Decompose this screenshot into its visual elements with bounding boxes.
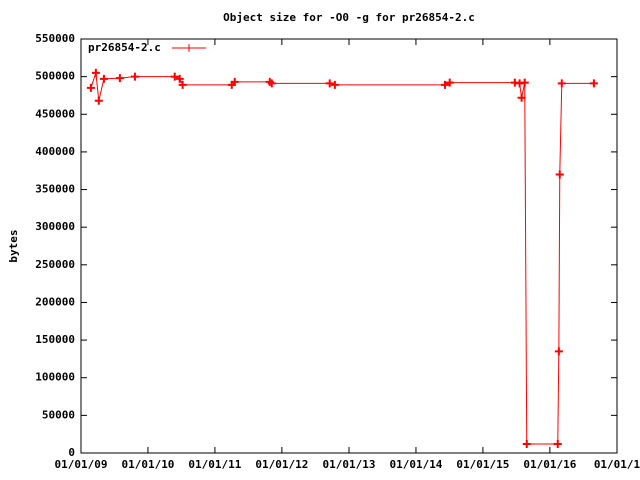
y-axis-label: bytes (7, 229, 20, 262)
point (554, 347, 563, 356)
legend-label: pr26854-2.c (88, 41, 161, 54)
y-tick-label: 500000 (35, 70, 75, 83)
y-tick-label: 0 (68, 446, 75, 459)
x-tick-label: 01/01/15 (456, 458, 509, 471)
point (267, 79, 276, 88)
y-tick-label: 300000 (35, 220, 75, 233)
x-tick-label: 01/01/14 (389, 458, 442, 471)
point (91, 68, 100, 77)
plot-border (80, 38, 618, 454)
point (99, 74, 108, 83)
point (230, 77, 239, 86)
point (115, 74, 124, 83)
point (94, 96, 103, 105)
point (520, 78, 529, 87)
y-tick-label: 200000 (35, 295, 75, 308)
point (517, 93, 526, 102)
series-line (90, 72, 594, 445)
point (330, 80, 339, 89)
point (553, 439, 562, 448)
x-tick-label: 01/01/09 (55, 458, 108, 471)
point (440, 80, 449, 89)
y-tick-label: 250000 (35, 258, 75, 271)
x-tick-label: 01/01/16 (523, 458, 576, 471)
point (555, 170, 564, 179)
y-tick-label: 400000 (35, 145, 75, 158)
point (557, 79, 566, 88)
point (175, 74, 184, 83)
point (178, 80, 187, 89)
y-tick-label: 550000 (35, 32, 75, 45)
x-tick-label: 01/01/13 (323, 458, 376, 471)
x-tick-label: 01/01/11 (188, 458, 241, 471)
y-tick-label: 350000 (35, 183, 75, 196)
point (445, 78, 454, 87)
point (325, 79, 334, 88)
point (86, 83, 95, 92)
point (170, 72, 179, 81)
point (522, 439, 531, 448)
point (589, 79, 598, 88)
point (130, 72, 139, 81)
x-tick-label: 01/01/12 (255, 458, 308, 471)
legend-marker (185, 44, 193, 52)
chart-title: Object size for -O0 -g for pr26854-2.c (223, 11, 475, 24)
y-tick-label: 50000 (42, 408, 75, 421)
y-tick-label: 450000 (35, 107, 75, 120)
x-tick-label: 01/01/1 (594, 458, 640, 471)
y-tick-label: 100000 (35, 371, 75, 384)
x-tick-label: 01/01/10 (121, 458, 174, 471)
y-tick-label: 150000 (35, 333, 75, 346)
